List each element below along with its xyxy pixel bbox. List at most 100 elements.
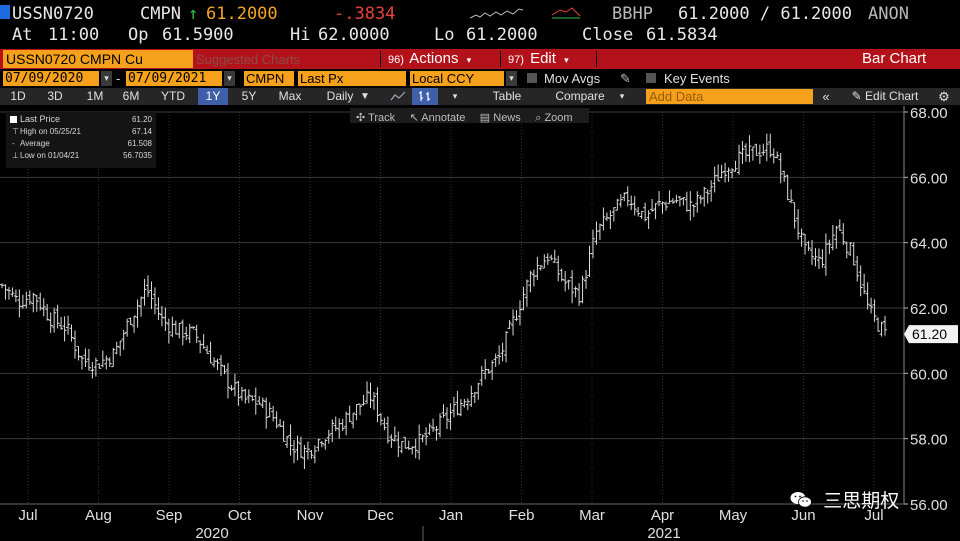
ohlc-bar <box>295 435 300 461</box>
bar-chart-icon[interactable] <box>412 88 438 105</box>
ohlc-bar <box>358 403 363 416</box>
add-data-input[interactable]: Add Data <box>646 89 813 104</box>
toolbar-divider <box>500 51 501 67</box>
period-6m-button[interactable]: 6M <box>122 89 140 103</box>
net-change-value: -.3834 <box>334 4 396 24</box>
period-1d-button[interactable]: 1D <box>10 89 26 103</box>
edit-menu[interactable]: 97) Edit ▾ <box>508 50 569 68</box>
x-tick-label: Oct <box>228 507 252 524</box>
ohlc-bar <box>834 225 839 249</box>
period-3d-button[interactable]: 3D <box>47 89 63 103</box>
compare-button[interactable]: Compare <box>555 89 605 103</box>
ohlc-bar <box>670 198 675 204</box>
end-date-field[interactable]: 07/09/2021 <box>126 71 222 86</box>
chevron-down-icon[interactable]: ▾ <box>452 91 458 101</box>
ohlc-bar <box>83 348 88 367</box>
ohlc-bar <box>653 203 658 220</box>
suggested-charts-menu[interactable]: Suggested Charts <box>196 52 301 67</box>
start-date-calendar-icon[interactable]: ▾ <box>101 71 112 86</box>
chevron-down-icon[interactable]: ▾ <box>619 91 625 101</box>
ohlc-bar <box>712 166 717 193</box>
period-5y-button[interactable]: 5Y <box>241 89 257 103</box>
ohlc-bar <box>194 324 199 344</box>
ohlc-bar <box>580 275 585 304</box>
ohlc-bar <box>792 202 797 229</box>
key-events-checkbox[interactable] <box>646 73 656 83</box>
ohlc-bar <box>93 357 98 377</box>
double-chevron-left-icon[interactable]: « <box>822 89 830 104</box>
ohlc-bar <box>225 363 230 399</box>
start-date-field[interactable]: 07/09/2020 <box>3 71 99 86</box>
table-button[interactable]: Table <box>492 89 522 103</box>
mov-avgs-checkbox[interactable] <box>527 73 537 83</box>
ohlc-bar <box>570 270 575 304</box>
ohlc-bar <box>632 196 637 216</box>
chevron-down-icon[interactable]: ▾ <box>506 71 517 86</box>
ohlc-bar <box>730 168 735 179</box>
ohlc-bar <box>813 248 818 267</box>
ohlc-bar <box>257 396 262 405</box>
key-events-label[interactable]: Key Events <box>664 71 730 86</box>
ohlc-bar <box>549 254 554 261</box>
ohlc-bar <box>657 191 662 207</box>
ohlc-bar <box>337 418 342 439</box>
ohlc-bar <box>848 241 853 256</box>
actions-menu[interactable]: 96) Actions ▾ <box>388 50 471 68</box>
ohlc-bar <box>378 413 383 426</box>
security-title-field[interactable]: USSN0720 CMPN Cu <box>3 50 193 68</box>
line-chart-icon[interactable] <box>384 88 412 105</box>
news-tool[interactable]: ▤ News <box>480 111 521 126</box>
period-max-button[interactable]: Max <box>278 89 302 103</box>
field-code-input[interactable]: CMPN <box>244 71 294 86</box>
period-ytd-button[interactable]: YTD <box>161 89 185 103</box>
ohlc-bar <box>403 436 408 449</box>
period-1y-button[interactable]: 1Y <box>198 88 228 105</box>
currency-select[interactable]: Local CCY <box>410 71 504 86</box>
gear-icon[interactable]: ⚙ <box>938 89 950 104</box>
ohlc-bar <box>444 407 449 430</box>
ohlc-bar <box>674 194 679 204</box>
mov-avgs-label[interactable]: Mov Avgs <box>544 71 601 86</box>
last-price-axis-label: 61.20 <box>904 325 958 344</box>
ticker-text[interactable]: USSN0720 <box>12 4 94 24</box>
ohlc-bar <box>841 223 846 246</box>
ohlc-bar <box>62 316 67 342</box>
ohlc-bar <box>622 192 627 202</box>
field-label-input[interactable]: Last Px <box>298 71 406 86</box>
chart-legend[interactable]: Last Price 61.20 ⊤ High on 05/25/21 67.1… <box>6 112 156 168</box>
ohlc-bar <box>747 135 752 163</box>
pencil-icon[interactable]: ✎ <box>620 71 631 86</box>
ohlc-bar <box>24 291 29 309</box>
ohlc-bar <box>590 229 595 259</box>
ohlc-bar <box>100 350 105 368</box>
annotate-tool[interactable]: ↖ Annotate <box>410 111 466 126</box>
ohlc-bar <box>347 405 352 423</box>
edit-chart-button[interactable]: ✎ Edit Chart <box>840 88 930 105</box>
ohlc-bar <box>524 279 529 307</box>
bid-ask-text: 61.2000 / 61.2000 <box>678 4 852 24</box>
price-chart[interactable]: 56.00 58.00 60.00 62.00 64.00 66.00 68.00 Jul A… <box>0 106 960 541</box>
end-date-calendar-icon[interactable]: ▾ <box>224 71 235 86</box>
ohlc-bar <box>869 297 874 314</box>
chevron-down-icon[interactable]: ▼ <box>360 91 370 102</box>
ohlc-bar <box>451 396 456 418</box>
period-1m-button[interactable]: 1M <box>86 89 104 103</box>
ohlc-bar <box>406 440 411 450</box>
ohlc-bar <box>448 403 453 430</box>
open-value: 61.5900 <box>162 25 234 45</box>
x-tick-label: Aug <box>85 507 112 524</box>
chart-tools: ✣ Track ↖ Annotate ▤ News ⌕ Zoom <box>350 108 589 126</box>
frequency-select[interactable]: Daily <box>326 89 354 103</box>
zoom-tool[interactable]: ⌕ Zoom <box>535 111 572 126</box>
ohlc-bar <box>250 395 255 402</box>
ohlc-bar <box>823 233 828 276</box>
ohlc-bar <box>215 358 220 371</box>
track-tool[interactable]: ✣ Track <box>356 111 395 126</box>
ohlc-bar <box>59 317 64 330</box>
ohlc-bar <box>27 290 32 305</box>
ohlc-bar <box>97 363 102 369</box>
ohlc-bar <box>716 164 721 182</box>
ohlc-bar <box>750 146 755 161</box>
watermark: 三思期权 <box>790 486 899 513</box>
ohlc-bar <box>152 287 157 315</box>
